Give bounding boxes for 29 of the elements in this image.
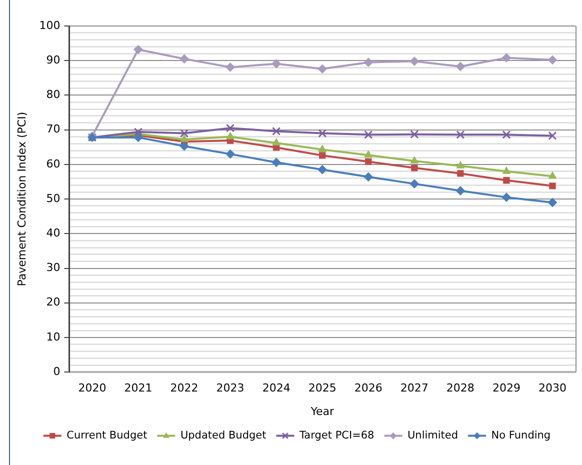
- legend-label: Target PCI=68: [298, 429, 374, 442]
- x-tick-label: 2020: [78, 382, 106, 395]
- legend-label: No Funding: [491, 429, 551, 442]
- y-tick-label: 0: [53, 364, 60, 378]
- y-tick-label: 30: [46, 261, 60, 274]
- y-tick-label: 60: [46, 157, 60, 170]
- legend-label: Current Budget: [66, 429, 148, 442]
- y-tick-label: 50: [46, 192, 60, 205]
- x-tick-label: 2026: [354, 382, 382, 395]
- y-tick-label: 40: [46, 226, 60, 240]
- x-tick-label: 2025: [308, 382, 336, 395]
- x-tick-label: 2024: [262, 382, 290, 395]
- y-tick-label: 20: [46, 296, 60, 309]
- y-tick-label: 70: [46, 122, 60, 136]
- x-tick-label: 2027: [400, 382, 428, 395]
- x-axis-title: Year: [310, 404, 334, 418]
- legend-label: Unlimited: [407, 429, 458, 442]
- legend-label: Updated Budget: [180, 429, 266, 442]
- y-tick-label: 100: [39, 18, 60, 32]
- x-tick-label: 2021: [124, 382, 152, 395]
- y-tick-label: 90: [46, 53, 60, 66]
- x-tick-label: 2022: [170, 382, 198, 395]
- y-tick-label: 10: [46, 330, 60, 344]
- y-axis-title: Pavement Condition Index (PCI): [15, 112, 28, 286]
- x-tick-label: 2030: [538, 382, 566, 395]
- y-tick-label: 80: [46, 88, 60, 102]
- x-tick-label: 2028: [446, 382, 474, 395]
- x-tick-label: 2029: [492, 382, 520, 395]
- x-tick-label: 2023: [216, 382, 244, 395]
